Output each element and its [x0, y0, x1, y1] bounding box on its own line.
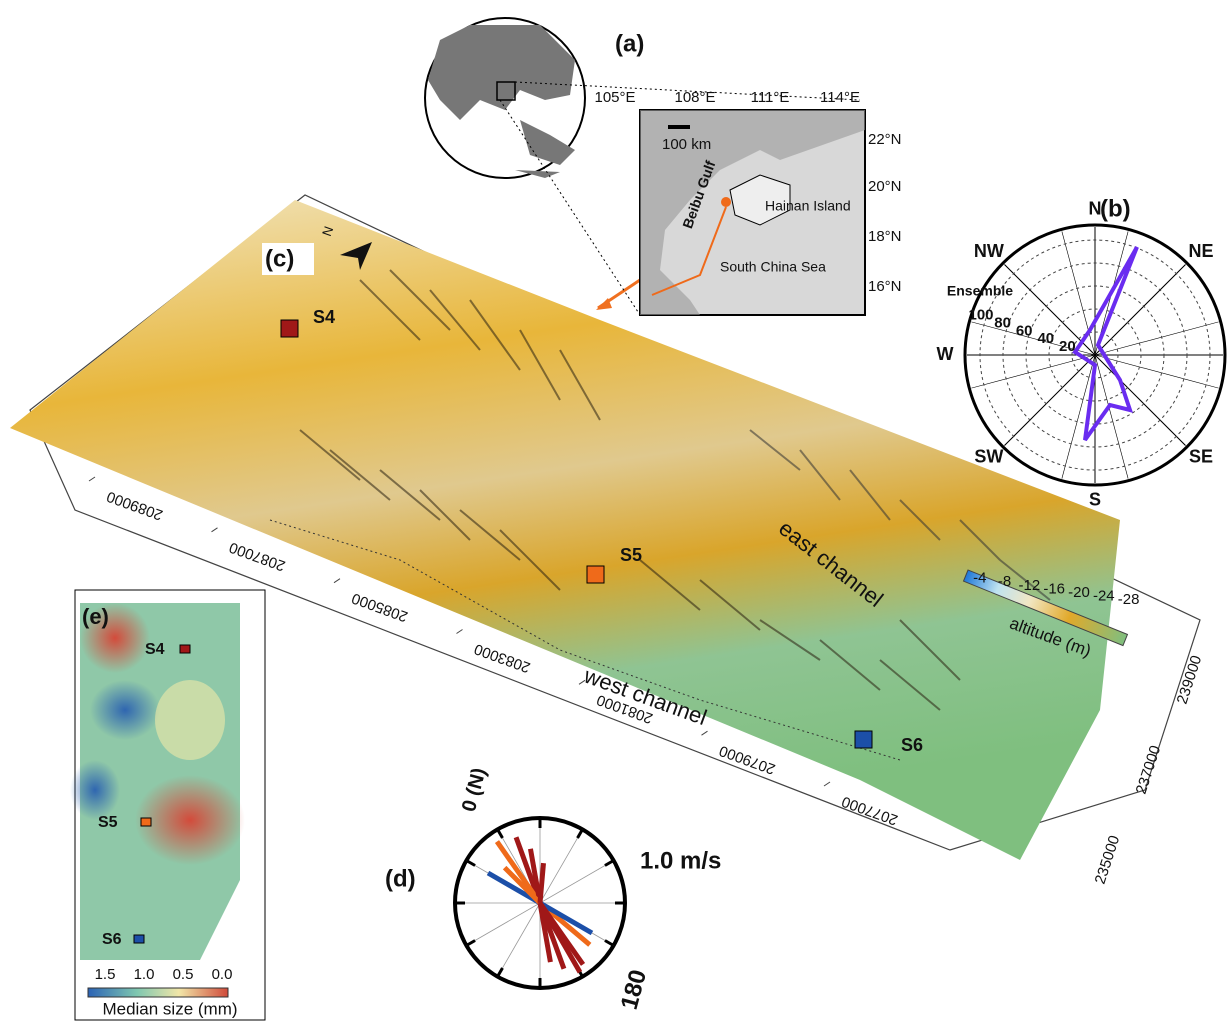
south-label: 180 — [616, 967, 652, 1013]
lon-tick: 111°E — [751, 89, 790, 106]
northing-tick: 2087000 — [227, 538, 288, 574]
axis-tick — [457, 630, 463, 634]
direction-label: N — [1089, 198, 1102, 218]
site-s6-marker — [855, 731, 872, 748]
direction-label: W — [937, 344, 954, 364]
median-colorbar — [88, 988, 228, 997]
colorbar-tick: -20 — [1068, 584, 1090, 601]
colorbar-tick: -24 — [1093, 588, 1115, 605]
colorbar-label: Median size (mm) — [102, 999, 237, 1018]
speed-label: 1.0 m/s — [640, 847, 721, 874]
place-label: Hainan Island — [765, 198, 851, 214]
colorbar-tick: -16 — [1043, 580, 1065, 597]
rose-rings — [967, 227, 1223, 483]
panel-label: (d) — [385, 865, 416, 892]
northing-tick: 2089000 — [104, 488, 165, 524]
site-dot — [721, 197, 731, 207]
panel-label: (c) — [265, 245, 294, 272]
lat-tick: 16°N — [868, 278, 902, 295]
radial-tick: 80 — [994, 314, 1011, 331]
current-vector — [540, 863, 543, 903]
lon-tick: 108°E — [674, 89, 715, 106]
lon-tick: 114°E — [820, 89, 860, 106]
mid-zone — [155, 680, 225, 760]
direction-label: SE — [1189, 447, 1213, 467]
site-label: S4 — [313, 307, 335, 327]
site-label: S6 — [102, 931, 122, 948]
radial-tick: 40 — [1037, 330, 1054, 347]
site-s5-marker — [587, 566, 604, 583]
site-label: S6 — [901, 735, 923, 755]
colorbar-tick: -12 — [1019, 577, 1041, 594]
axis-tick — [89, 477, 95, 481]
site-s6-marker — [134, 935, 144, 943]
scale-label: 100 km — [662, 136, 711, 153]
northing-tick: 2079000 — [717, 742, 778, 778]
colorbar-tick: 1.0 — [134, 966, 155, 983]
site-s4-marker — [180, 645, 190, 653]
site-label: S5 — [98, 814, 118, 831]
direction-label: NW — [974, 241, 1004, 261]
site-s4-marker — [281, 320, 298, 337]
colorbar-tick: 0.0 — [212, 966, 233, 983]
site-label: S5 — [620, 545, 642, 565]
radial-tick: 20 — [1059, 338, 1076, 355]
north-label: 0 (N) — [458, 765, 491, 814]
lon-tick: 105°E — [594, 89, 635, 106]
northing-tick: 2083000 — [472, 640, 533, 676]
northing-tick: 2077000 — [839, 793, 900, 829]
direction-label: SW — [974, 447, 1003, 467]
colorbar-tick: -8 — [998, 573, 1011, 590]
panel-label: (e) — [82, 604, 109, 629]
lat-tick: 18°N — [868, 228, 902, 245]
direction-label: NE — [1189, 241, 1214, 261]
panel-label: (a) — [615, 30, 644, 57]
panel-d — [455, 818, 625, 988]
easting-tick: 237000 — [1133, 743, 1165, 796]
panel-b — [965, 225, 1225, 485]
colorbar-tick: 0.5 — [173, 966, 194, 983]
axis-tick — [702, 731, 708, 735]
place-label: South China Sea — [720, 259, 826, 275]
fine-zone — [90, 680, 160, 740]
axis-tick — [212, 528, 218, 532]
radial-tick: 60 — [1016, 322, 1033, 339]
easting-tick: 235000 — [1092, 833, 1124, 886]
colorbar-tick: 1.5 — [95, 966, 116, 983]
series-label: Ensemble — [947, 283, 1013, 299]
colorbar-tick: -28 — [1118, 591, 1140, 608]
axis-tick — [334, 579, 340, 583]
panel-e — [70, 590, 265, 1020]
figure: (a) 105°E 108°E 111°E 114°E 22°N 20°N 18°N 16°N 1… — [0, 0, 1231, 1021]
lat-tick: 20°N — [868, 178, 902, 195]
radial-tick: 100 — [968, 306, 993, 323]
panel-label: (b) — [1100, 195, 1131, 222]
easting-tick: 239000 — [1174, 653, 1206, 706]
site-s5-marker — [141, 818, 151, 826]
axis-tick — [824, 782, 830, 786]
lat-tick: 22°N — [868, 131, 902, 148]
site-label: S4 — [145, 641, 165, 658]
colorbar-tick: -4 — [973, 570, 986, 587]
direction-label: S — [1089, 489, 1101, 509]
fine-zone — [70, 760, 120, 820]
